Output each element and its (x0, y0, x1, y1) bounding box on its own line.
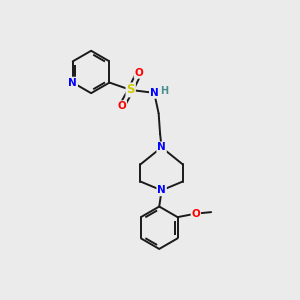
Text: N: N (157, 142, 166, 152)
Text: H: H (160, 86, 168, 96)
Text: N: N (157, 185, 166, 195)
Text: O: O (191, 208, 200, 219)
Text: N: N (68, 78, 77, 88)
Text: S: S (126, 83, 135, 96)
Text: O: O (134, 68, 143, 78)
Text: O: O (118, 101, 126, 111)
Text: N: N (150, 88, 159, 98)
